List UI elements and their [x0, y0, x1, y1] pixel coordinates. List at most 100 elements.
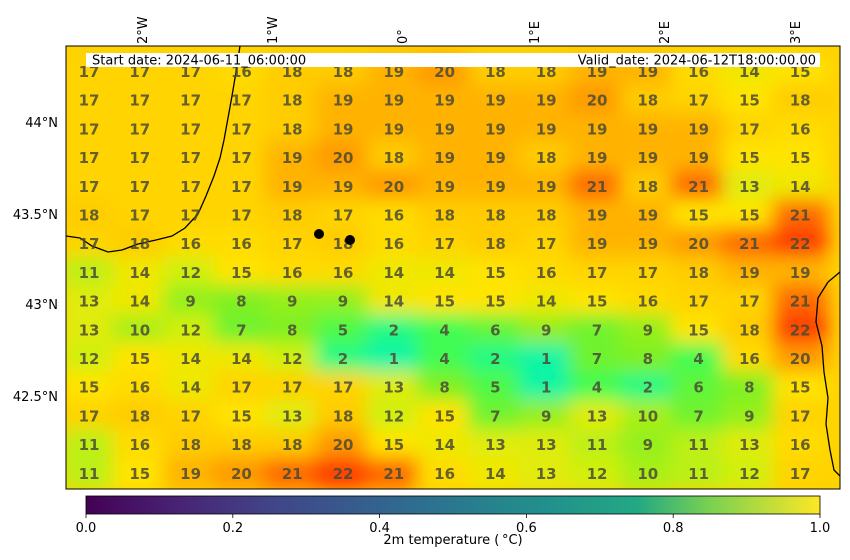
field-cell [66, 285, 117, 318]
grid-value: 18 [282, 207, 303, 225]
grid-value: 16 [231, 235, 252, 253]
lon-tick-label: 0° [396, 29, 411, 44]
field-cell [264, 141, 320, 175]
latitude-axis: 44°N 43.5°N 43°N 42.5°N [13, 116, 58, 405]
field-cell [620, 170, 676, 204]
field-cell [214, 84, 269, 118]
grid-value: 15 [790, 63, 811, 81]
field-cell [620, 199, 676, 232]
grid-value: 19 [688, 149, 709, 167]
grid-value: 17 [79, 149, 100, 167]
field-cell [264, 285, 320, 318]
field-cell [66, 84, 117, 118]
field-cell [569, 256, 625, 290]
field-cell [315, 457, 371, 489]
grid-value: 19 [485, 149, 506, 167]
field-cell [417, 113, 472, 146]
grid-value: 17 [231, 149, 252, 167]
field-cell [671, 371, 726, 405]
field-cell [620, 428, 676, 462]
field-cell [518, 84, 574, 118]
field-cell [772, 113, 828, 146]
field-cell [569, 313, 625, 347]
colorbar-tick-label: 0.2 [222, 521, 243, 536]
grid-value: 13 [739, 178, 760, 196]
grid-value: 10 [637, 465, 658, 483]
grid-value: 15 [587, 293, 608, 311]
grid-value: 17 [231, 92, 252, 110]
field-cell [315, 285, 371, 318]
grid-value: 1 [541, 350, 551, 368]
grid-value: 20 [383, 178, 404, 196]
grid-value: 17 [180, 207, 201, 225]
field-cell [569, 141, 625, 175]
grid-value: 20 [688, 235, 709, 253]
grid-value: 19 [739, 264, 760, 282]
field-cell [417, 256, 472, 290]
grid-value: 16 [790, 120, 811, 138]
grid-value: 16 [333, 264, 354, 282]
field-cell [366, 170, 422, 204]
grid-value: 16 [129, 379, 150, 397]
grid-value: 16 [739, 350, 760, 368]
grid-value: 17 [129, 149, 150, 167]
grid-value: 19 [790, 264, 811, 282]
field-cell [315, 342, 371, 376]
field-cell [112, 113, 168, 146]
field-cell [671, 342, 726, 376]
grid-value: 12 [282, 350, 303, 368]
colorbar: 0.0 0.2 0.4 0.6 0.8 1.0 2m temperature ( °C) [76, 495, 831, 548]
grid-value: 11 [688, 465, 709, 483]
field-cell [518, 227, 574, 261]
grid-value: 17 [231, 178, 252, 196]
field-cell [722, 113, 777, 146]
field-cell [214, 113, 269, 146]
grid-value: 17 [333, 379, 354, 397]
grid-value: 18 [180, 436, 201, 454]
grid-value: 17 [790, 465, 811, 483]
grid-value: 19 [587, 235, 608, 253]
grid-value: 17 [180, 178, 201, 196]
grid-value: 5 [490, 379, 500, 397]
grid-value: 12 [180, 321, 201, 339]
field-cell [772, 227, 828, 261]
field-cell [468, 227, 523, 261]
field-cell [569, 371, 625, 405]
grid-value: 15 [231, 407, 252, 425]
grid-value: 18 [688, 264, 709, 282]
header-strip [86, 53, 820, 67]
grid-value: 19 [688, 120, 709, 138]
field-cell [163, 285, 218, 318]
field-cell [366, 371, 422, 405]
field-cell [366, 342, 422, 376]
grid-value: 16 [637, 293, 658, 311]
field-cell [722, 170, 777, 204]
grid-value: 15 [688, 207, 709, 225]
grid-value: 16 [536, 264, 557, 282]
field-cell [112, 141, 168, 175]
grid-value: 16 [231, 63, 252, 81]
grid-value: 15 [383, 436, 404, 454]
field-cell [264, 256, 320, 290]
field-cell [417, 285, 472, 318]
field-cell [112, 400, 168, 433]
grid-value: 17 [587, 264, 608, 282]
grid-value: 11 [79, 264, 100, 282]
grid-value: 9 [338, 293, 348, 311]
field-cell [214, 371, 269, 405]
field-cell [722, 84, 777, 118]
colorbar-tick-label: 1.0 [810, 521, 831, 536]
field-cell [315, 141, 371, 175]
grid-value: 14 [383, 293, 404, 311]
lon-tick-label: 2°W [136, 16, 151, 44]
field-cell [417, 170, 472, 204]
grid-value: 15 [739, 149, 760, 167]
grid-value: 15 [485, 293, 506, 311]
field-cell [163, 342, 218, 376]
field-cell [417, 342, 472, 376]
grid-value: 7 [236, 321, 246, 339]
field-cell [772, 285, 828, 318]
field-cell [671, 113, 726, 146]
grid-value: 8 [744, 379, 754, 397]
lat-tick-label: 43°N [25, 298, 58, 313]
